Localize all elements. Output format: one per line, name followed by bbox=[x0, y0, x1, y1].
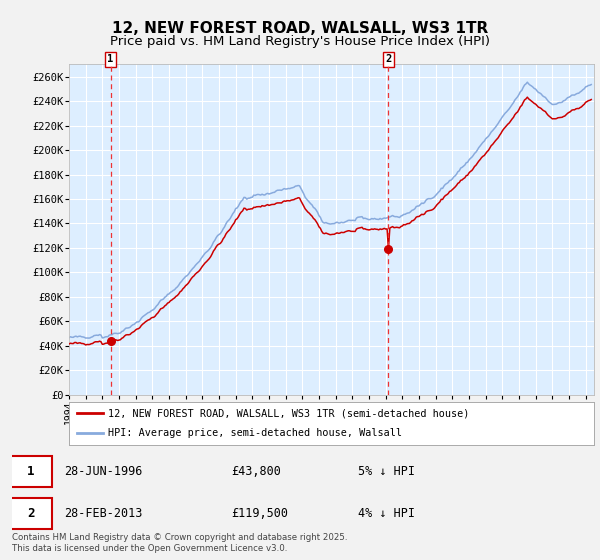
Text: 1: 1 bbox=[107, 54, 113, 64]
Text: HPI: Average price, semi-detached house, Walsall: HPI: Average price, semi-detached house,… bbox=[109, 428, 403, 438]
Text: Contains HM Land Registry data © Crown copyright and database right 2025.
This d: Contains HM Land Registry data © Crown c… bbox=[12, 533, 347, 553]
FancyBboxPatch shape bbox=[9, 456, 52, 487]
Text: 28-FEB-2013: 28-FEB-2013 bbox=[64, 507, 142, 520]
Text: 5% ↓ HPI: 5% ↓ HPI bbox=[358, 465, 415, 478]
Text: 2: 2 bbox=[27, 507, 35, 520]
Text: 12, NEW FOREST ROAD, WALSALL, WS3 1TR (semi-detached house): 12, NEW FOREST ROAD, WALSALL, WS3 1TR (s… bbox=[109, 408, 470, 418]
Text: 2: 2 bbox=[385, 54, 391, 64]
Text: 12, NEW FOREST ROAD, WALSALL, WS3 1TR: 12, NEW FOREST ROAD, WALSALL, WS3 1TR bbox=[112, 21, 488, 36]
Text: Price paid vs. HM Land Registry's House Price Index (HPI): Price paid vs. HM Land Registry's House … bbox=[110, 35, 490, 48]
Text: 1: 1 bbox=[27, 465, 35, 478]
Text: £119,500: £119,500 bbox=[231, 507, 288, 520]
Text: 4% ↓ HPI: 4% ↓ HPI bbox=[358, 507, 415, 520]
FancyBboxPatch shape bbox=[9, 498, 52, 529]
Text: £43,800: £43,800 bbox=[231, 465, 281, 478]
Text: 28-JUN-1996: 28-JUN-1996 bbox=[64, 465, 142, 478]
